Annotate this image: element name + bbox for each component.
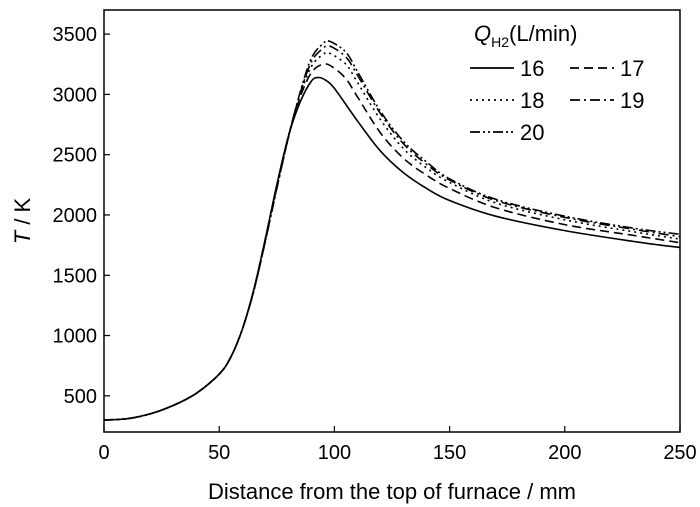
- y-axis-label-symbol: T: [10, 229, 35, 244]
- legend-label-20: 20: [520, 120, 544, 145]
- y-tick-label: 1000: [53, 326, 98, 348]
- legend-label-16: 16: [520, 56, 544, 81]
- series-line-18: [103, 51, 681, 421]
- y-tick-label: 2000: [53, 205, 98, 227]
- legend-label-19: 19: [620, 88, 644, 113]
- y-tick-label: 3000: [53, 84, 98, 106]
- series-line-19: [103, 44, 681, 421]
- x-tick-label: 250: [663, 442, 696, 464]
- x-tick-label: 50: [208, 442, 230, 464]
- y-tick-label: 2500: [53, 145, 98, 167]
- series-line-17: [103, 63, 681, 421]
- legend-label-18: 18: [520, 88, 544, 113]
- series-curves: [103, 39, 681, 421]
- plot-frame: [103, 9, 681, 433]
- y-axis-label: T / K: [10, 197, 35, 244]
- x-tick-label: 100: [318, 442, 351, 464]
- legend-label-17: 17: [620, 56, 644, 81]
- legend-title-unit: (L/min): [509, 21, 577, 46]
- x-tick-label: 150: [433, 442, 466, 464]
- legend: QH2(L/min) 16 17 18 19 20: [470, 21, 644, 145]
- x-tick-label: 0: [98, 442, 109, 464]
- y-tick-label: 500: [64, 386, 97, 408]
- y-axis-ticks: 500 1000 1500 2000 2500 3000 3500: [53, 24, 110, 408]
- x-axis-label: Distance from the top of furnace / mm: [208, 479, 576, 504]
- x-axis-ticks: 0 50 100 150 200 250: [98, 426, 697, 464]
- y-tick-label: 3500: [53, 24, 98, 46]
- legend-title: QH2(L/min): [474, 21, 577, 50]
- legend-title-symbol: Q: [474, 21, 491, 46]
- x-tick-label: 200: [548, 442, 581, 464]
- series-line-20: [103, 39, 681, 421]
- legend-entries: 16 17 18 19 20: [470, 56, 644, 145]
- y-axis-label-unit: / K: [10, 197, 35, 230]
- legend-title-subscript: H2: [491, 34, 509, 50]
- y-tick-label: 1500: [53, 265, 98, 287]
